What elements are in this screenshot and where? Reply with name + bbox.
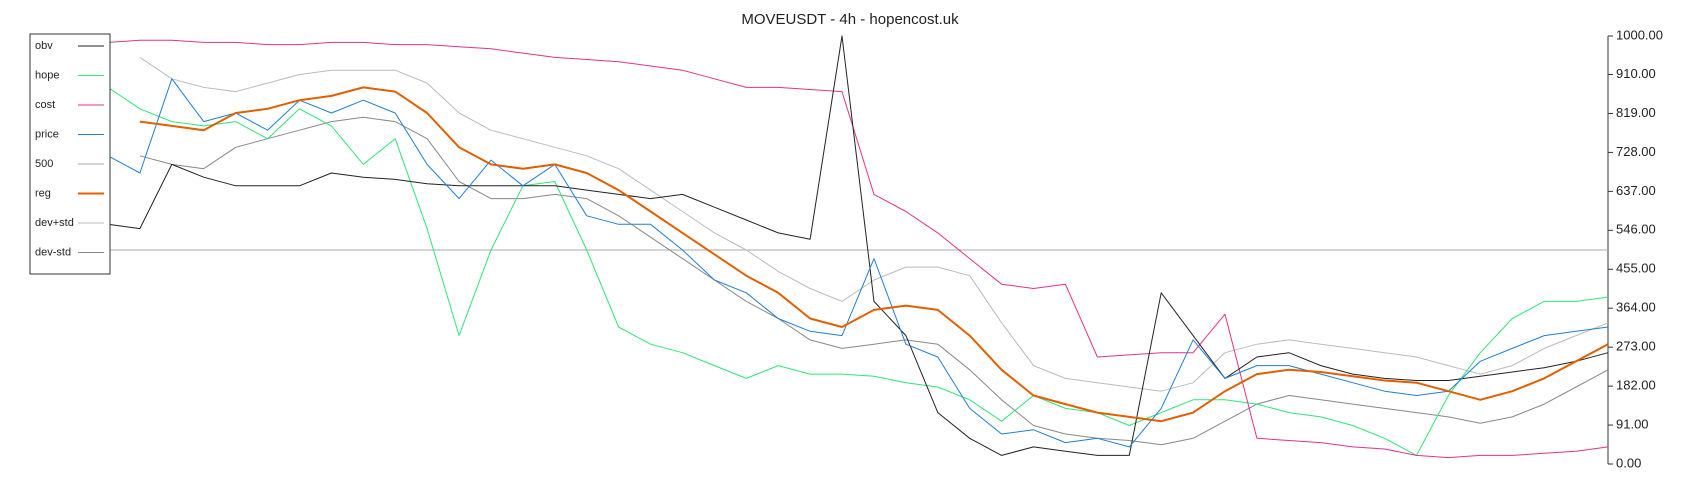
y-tick-label: 273.00 xyxy=(1616,339,1656,354)
legend-label: 500 xyxy=(35,158,53,170)
y-tick-label: 1000.00 xyxy=(1616,27,1663,42)
legend-label: hope xyxy=(35,69,59,81)
legend-label: dev-std xyxy=(35,246,71,258)
y-tick-label: 728.00 xyxy=(1616,144,1656,159)
y-tick-label: 455.00 xyxy=(1616,261,1656,276)
legend-label: price xyxy=(35,128,59,140)
legend-label: reg xyxy=(35,187,51,199)
y-tick-label: 910.00 xyxy=(1616,66,1656,81)
series-line xyxy=(107,35,1609,456)
series-line xyxy=(107,86,1609,456)
y-tick-label: 637.00 xyxy=(1616,183,1656,198)
legend-box xyxy=(29,33,111,275)
y-tick-label: 0.00 xyxy=(1616,455,1641,470)
legend-label: cost xyxy=(35,99,55,111)
y-tick-label: 819.00 xyxy=(1616,105,1656,120)
series-line xyxy=(139,116,1609,446)
legend-label: obv xyxy=(35,40,53,52)
y-tick-label: 364.00 xyxy=(1616,300,1656,315)
series-line xyxy=(107,39,1609,459)
legend-label: dev+std xyxy=(35,217,74,229)
chart-title: MOVEUSDT - 4h - hopencost.uk xyxy=(741,11,959,28)
series-line xyxy=(139,86,1609,423)
series-line xyxy=(139,56,1609,392)
series-line xyxy=(107,78,1609,448)
y-tick-label: 182.00 xyxy=(1616,378,1656,393)
y-tick-label: 546.00 xyxy=(1616,222,1656,237)
y-tick-label: 91.00 xyxy=(1616,416,1649,431)
